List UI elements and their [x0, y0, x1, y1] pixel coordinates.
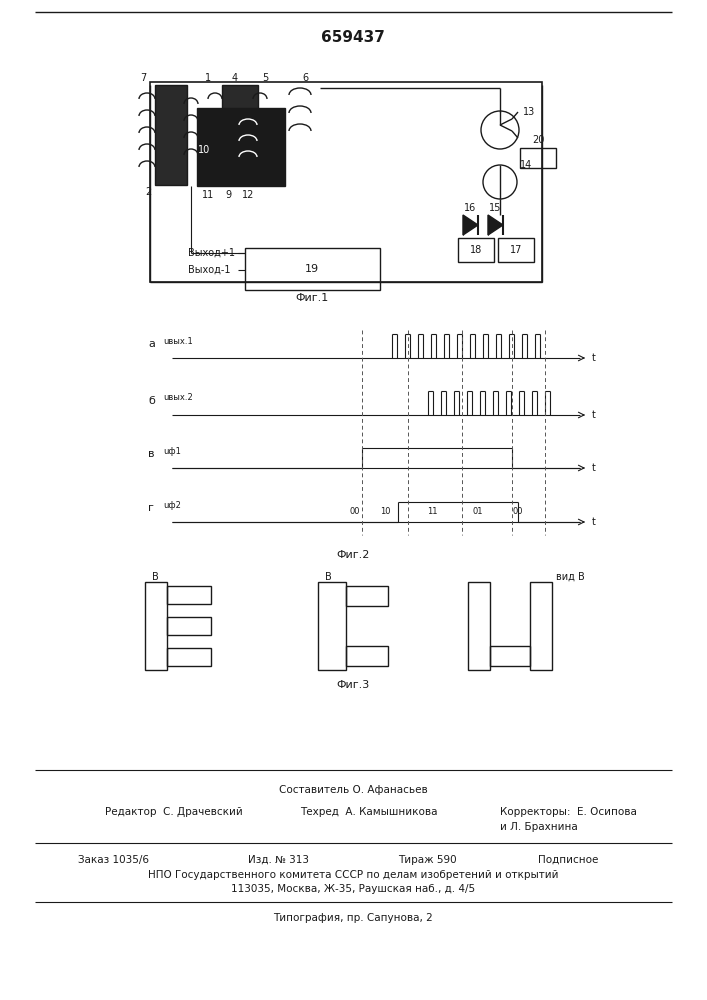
Text: 00: 00	[513, 508, 523, 516]
Text: Выход+1: Выход+1	[188, 248, 235, 258]
Text: uф2: uф2	[163, 500, 181, 510]
Text: 11: 11	[202, 190, 214, 200]
Text: uвых.1: uвых.1	[163, 336, 193, 346]
Text: t: t	[592, 463, 596, 473]
Bar	[150, 82, 542, 282]
Text: В: В	[151, 572, 158, 582]
Text: Редактор  С. Драчевский: Редактор С. Драчевский	[105, 807, 243, 817]
Bar	[346, 646, 388, 666]
Bar	[167, 617, 211, 635]
Bar	[530, 582, 552, 670]
Text: г: г	[148, 503, 154, 513]
Text: в: в	[148, 449, 155, 459]
Bar	[490, 646, 530, 666]
Text: 19: 19	[305, 264, 319, 274]
Text: 6: 6	[302, 73, 308, 83]
Text: Тираж 590: Тираж 590	[398, 855, 457, 865]
Text: 17: 17	[510, 245, 522, 255]
Bar	[155, 85, 187, 185]
Text: Корректоры:  Е. Осипова: Корректоры: Е. Осипова	[500, 807, 637, 817]
Text: 10: 10	[198, 145, 210, 155]
Text: Фиг.2: Фиг.2	[337, 550, 370, 560]
Text: 10: 10	[380, 508, 390, 516]
Text: 4: 4	[232, 73, 238, 83]
Bar	[167, 648, 211, 666]
Bar	[498, 238, 534, 262]
Polygon shape	[488, 215, 503, 235]
Text: 00: 00	[350, 508, 361, 516]
Text: 5: 5	[262, 73, 268, 83]
Text: Фиг.1: Фиг.1	[296, 293, 329, 303]
Text: 1: 1	[205, 73, 211, 83]
Text: Техред  А. Камышникова: Техред А. Камышникова	[300, 807, 438, 817]
Bar	[318, 582, 346, 670]
Text: и Л. Брахнина: и Л. Брахнина	[500, 822, 578, 832]
Text: б: б	[148, 396, 155, 406]
Text: 01: 01	[473, 508, 484, 516]
Text: 11: 11	[427, 508, 437, 516]
Text: 113035, Москва, Ж-35, Раушская наб., д. 4/5: 113035, Москва, Ж-35, Раушская наб., д. …	[231, 884, 475, 894]
Text: вид В: вид В	[556, 572, 585, 582]
Text: а: а	[148, 339, 155, 349]
Bar	[468, 582, 490, 670]
Text: В: В	[325, 572, 332, 582]
Text: 18: 18	[470, 245, 482, 255]
Bar	[222, 85, 258, 185]
Text: 20: 20	[532, 135, 544, 145]
Bar	[197, 108, 285, 186]
Text: НПО Государственного комитета СССР по делам изобретений и открытий: НПО Государственного комитета СССР по де…	[148, 870, 559, 880]
Text: 16: 16	[464, 203, 476, 213]
Bar	[245, 248, 380, 290]
Text: Изд. № 313: Изд. № 313	[248, 855, 309, 865]
Bar	[346, 586, 388, 606]
Text: uф1: uф1	[163, 446, 181, 456]
Text: Фиг.3: Фиг.3	[337, 680, 370, 690]
Text: 12: 12	[242, 190, 255, 200]
Text: 7: 7	[140, 73, 146, 83]
Polygon shape	[463, 215, 478, 235]
Text: 9: 9	[225, 190, 231, 200]
Text: t: t	[592, 353, 596, 363]
Text: 15: 15	[489, 203, 501, 213]
Text: 13: 13	[523, 107, 535, 117]
Text: Выход-1: Выход-1	[188, 265, 230, 275]
Bar	[458, 238, 494, 262]
Text: Заказ 1035/6: Заказ 1035/6	[78, 855, 149, 865]
Text: Составитель О. Афанасьев: Составитель О. Афанасьев	[279, 785, 427, 795]
Text: 14: 14	[520, 160, 532, 170]
Bar	[167, 586, 211, 604]
Text: Подписное: Подписное	[538, 855, 598, 865]
Text: Типография, пр. Сапунова, 2: Типография, пр. Сапунова, 2	[273, 913, 433, 923]
Text: t: t	[592, 410, 596, 420]
Text: 659437: 659437	[321, 30, 385, 45]
Bar	[145, 582, 167, 670]
Text: uвых.2: uвых.2	[163, 393, 193, 402]
Text: 2: 2	[145, 187, 151, 197]
Text: t: t	[592, 517, 596, 527]
Bar	[520, 148, 556, 168]
